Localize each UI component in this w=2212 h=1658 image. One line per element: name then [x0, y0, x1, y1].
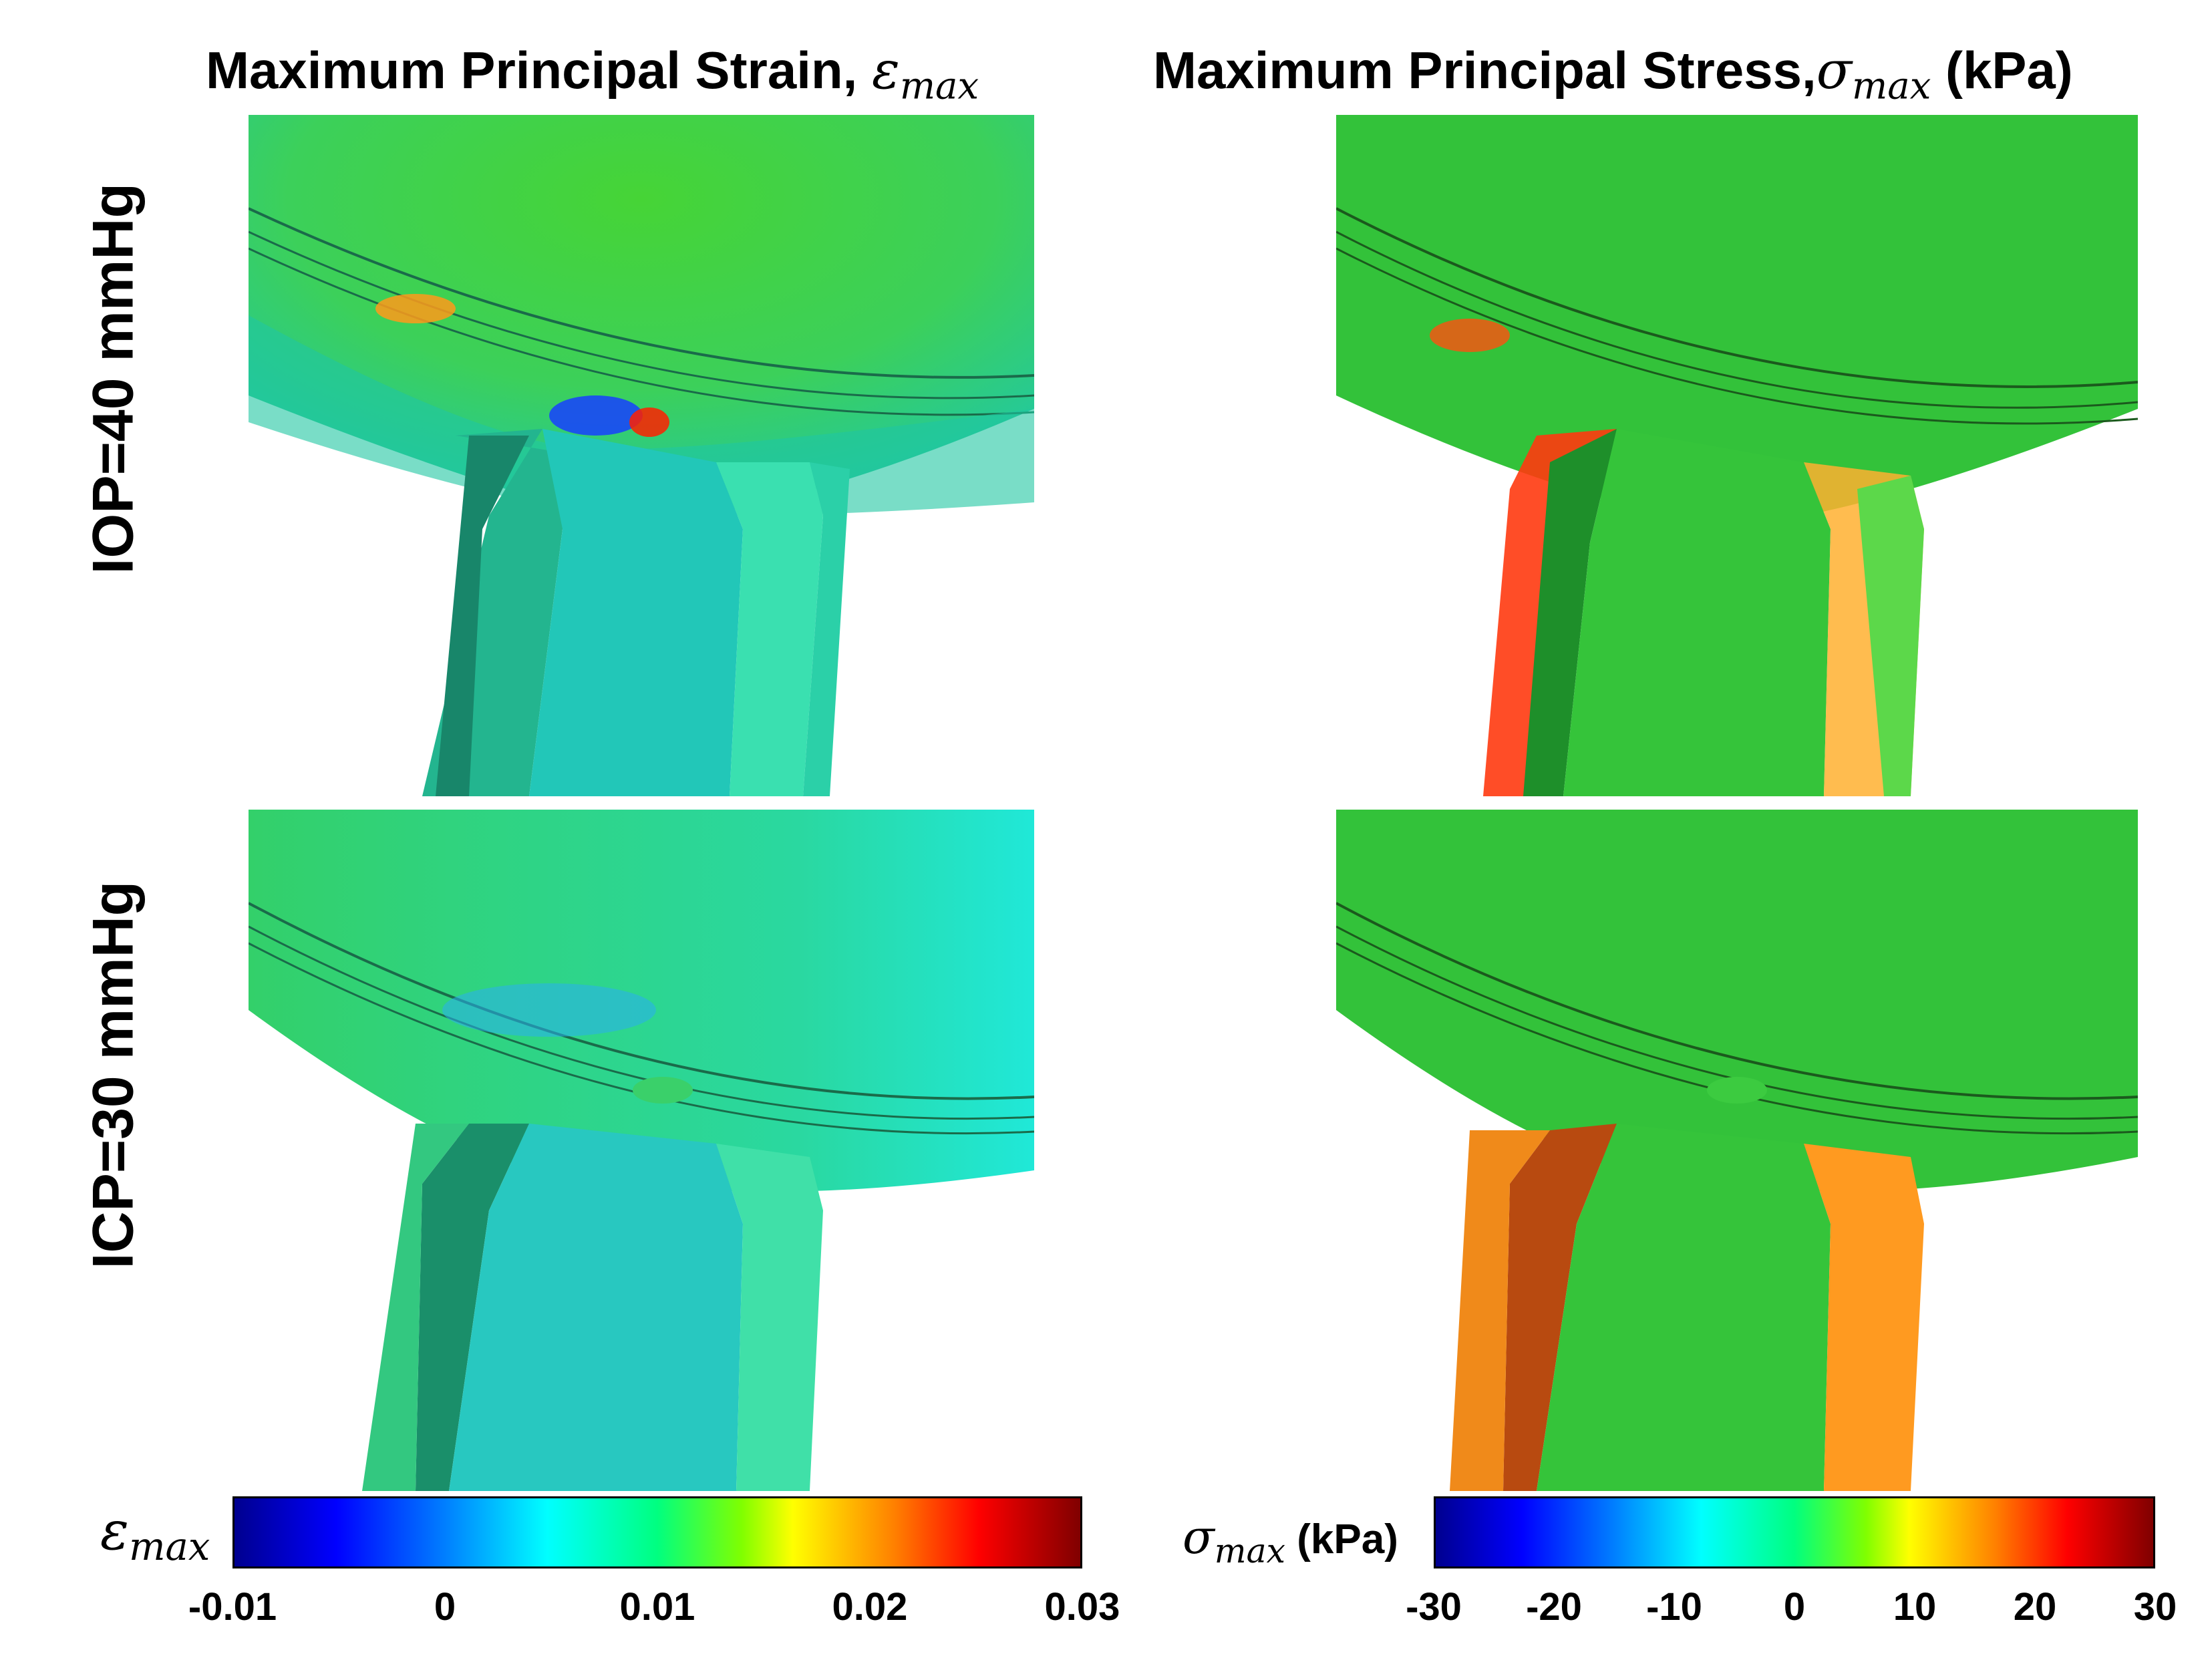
strain-title-symbol: εmax: [871, 41, 979, 108]
stress-symbol: σ: [1816, 41, 1852, 101]
stress-cb-subscript: max: [1214, 1531, 1286, 1571]
lamina-region: [249, 315, 1034, 516]
stress-subscript: max: [1851, 64, 1931, 108]
stress-colorbar: [1434, 1496, 2155, 1568]
dura-left-stress: [1503, 1124, 1617, 1491]
dura-right: [1857, 476, 1924, 796]
row-label-icp: ICP=30 mmHg: [81, 880, 146, 1269]
pia-mater-right: [716, 462, 823, 796]
layer-boundary-line: [249, 247, 1034, 416]
pia-mater-left: [362, 1124, 469, 1491]
stress-title-text: Maximum Principal Stress,: [1153, 41, 1816, 100]
strain-symbol: ε: [871, 41, 900, 101]
layer-boundary-line: [1336, 247, 2138, 425]
dura-right: [803, 462, 850, 796]
stress-tick: -10: [1646, 1585, 1702, 1629]
optic-nerve: [529, 429, 743, 796]
stress-tick: -20: [1526, 1585, 1582, 1629]
panel-stress-iop: [1336, 115, 2138, 796]
stress-hotspot: [1430, 319, 1510, 352]
strain-cb-symbol: ε: [100, 1500, 129, 1562]
pia-mater-right-stress: [1804, 1144, 1924, 1491]
stress-cb-symbol: σ: [1182, 1510, 1215, 1564]
stress-colorbar-label: σmax (kPa): [1182, 1510, 1398, 1570]
strain-cb-subscript: max: [128, 1524, 210, 1570]
optic-nerve: [449, 1124, 743, 1491]
strain-column-title: Maximum Principal Strain, εmax: [206, 40, 979, 108]
layer-boundary-line: [1336, 207, 2138, 388]
strain-tick: 0: [434, 1585, 456, 1629]
strain-tick: 0.01: [619, 1585, 695, 1629]
stress-bump: [1707, 1077, 1767, 1104]
strain-hotspot: [629, 407, 669, 437]
strain-subscript: max: [899, 64, 979, 108]
layer-boundary-line: [1336, 230, 2138, 409]
stress-tick: -30: [1406, 1585, 1462, 1629]
stress-title-symbol: σmax: [1816, 41, 1931, 108]
strain-colorbar-label: εmax: [100, 1500, 210, 1569]
strain-colorbar: [232, 1496, 1082, 1568]
stress-title-unit: (kPa): [1945, 41, 2073, 100]
optic-nerve: [1537, 1124, 1831, 1491]
strain-bump: [633, 1077, 693, 1104]
layer-boundary-line: [249, 230, 1034, 399]
dura-left: [416, 1124, 529, 1491]
strain-tick: -0.01: [188, 1585, 277, 1629]
stress-cb-unit: (kPa): [1297, 1516, 1398, 1562]
dura-left: [1523, 429, 1617, 796]
stress-tick: 10: [1893, 1585, 1937, 1629]
strain-hotspot: [375, 294, 456, 323]
stress-tick: 0: [1783, 1585, 1806, 1629]
strain-coldspot: [549, 395, 643, 436]
stress-tick: 30: [2133, 1585, 2177, 1629]
stress-column-title: Maximum Principal Stress,σmax (kPa): [1153, 40, 2073, 108]
layer-boundary-line: [1336, 902, 2138, 1100]
panel-stress-icp: [1336, 810, 2138, 1491]
optic-nerve: [1563, 429, 1831, 796]
dura-left: [436, 436, 529, 796]
panel-strain-icp: [249, 810, 1034, 1491]
pia-mater-left-stress: [1450, 1130, 1550, 1491]
strain-title-text: Maximum Principal Strain,: [206, 41, 858, 100]
panel-strain-iop: [249, 115, 1034, 796]
strain-coldspot: [442, 983, 656, 1037]
row-label-iop: IOP=40 mmHg: [81, 183, 146, 574]
stress-tick: 20: [2013, 1585, 2057, 1629]
layer-boundary-line: [249, 207, 1034, 379]
strain-tick: 0.03: [1044, 1585, 1120, 1629]
sclera-region: [1336, 810, 2138, 1192]
layer-boundary-line: [249, 902, 1034, 1100]
strain-tick: 0.02: [832, 1585, 908, 1629]
pia-mater-right: [716, 1144, 823, 1491]
